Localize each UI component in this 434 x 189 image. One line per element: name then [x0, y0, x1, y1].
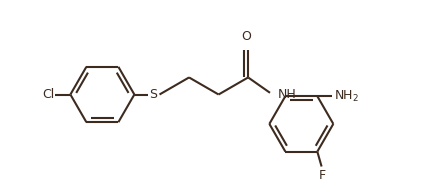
Text: F: F: [318, 169, 325, 182]
Text: Cl: Cl: [42, 88, 54, 101]
Text: NH: NH: [277, 88, 296, 101]
Text: NH$_2$: NH$_2$: [333, 89, 358, 104]
Text: O: O: [240, 30, 250, 43]
Text: S: S: [149, 88, 157, 101]
